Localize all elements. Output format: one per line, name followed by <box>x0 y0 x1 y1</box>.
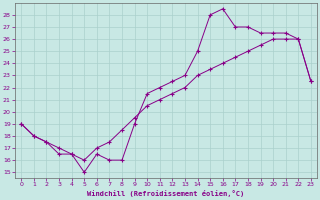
X-axis label: Windchill (Refroidissement éolien,°C): Windchill (Refroidissement éolien,°C) <box>87 190 245 197</box>
